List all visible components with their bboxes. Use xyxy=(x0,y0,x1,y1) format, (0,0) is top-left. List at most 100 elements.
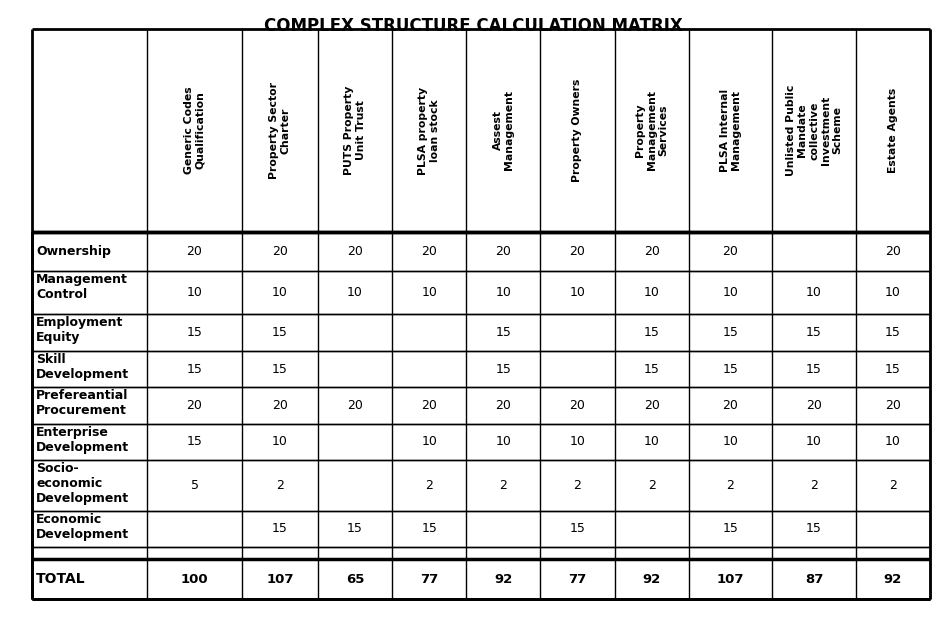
Text: 15: 15 xyxy=(186,363,202,376)
Text: 100: 100 xyxy=(181,573,208,586)
Text: 10: 10 xyxy=(347,286,363,299)
Text: 2: 2 xyxy=(889,479,897,492)
Text: Prefereantial
Procurement: Prefereantial Procurement xyxy=(36,389,129,417)
Text: 15: 15 xyxy=(496,363,511,376)
Bar xyxy=(32,271,930,315)
Text: Estate Agents: Estate Agents xyxy=(888,88,898,173)
Text: 15: 15 xyxy=(723,363,739,376)
Text: 92: 92 xyxy=(642,573,660,586)
Text: 77: 77 xyxy=(420,573,438,586)
Text: 20: 20 xyxy=(569,245,586,258)
Text: 20: 20 xyxy=(347,399,363,412)
Text: Unlisted Public
Mandate
collective
Investment
Scheme: Unlisted Public Mandate collective Inves… xyxy=(786,85,842,176)
Text: 20: 20 xyxy=(643,245,659,258)
Text: 2: 2 xyxy=(426,479,433,492)
Text: Management
Control: Management Control xyxy=(36,273,128,301)
Text: COMPLEX STRUCTURE CALCULATION MATRIX: COMPLEX STRUCTURE CALCULATION MATRIX xyxy=(264,17,682,35)
Bar xyxy=(32,29,930,232)
Text: 10: 10 xyxy=(806,286,822,299)
Text: 15: 15 xyxy=(885,363,901,376)
Text: 15: 15 xyxy=(186,326,202,339)
Text: Property Sector
Charter: Property Sector Charter xyxy=(270,82,290,179)
Text: 20: 20 xyxy=(186,399,202,412)
Text: 10: 10 xyxy=(643,286,659,299)
Text: 10: 10 xyxy=(272,286,288,299)
Text: 15: 15 xyxy=(885,326,901,339)
Text: 15: 15 xyxy=(272,326,288,339)
Text: Enterprise
Development: Enterprise Development xyxy=(36,426,129,453)
Text: 15: 15 xyxy=(643,363,659,376)
Text: 92: 92 xyxy=(884,573,902,586)
Text: PLSA Internal
Management: PLSA Internal Management xyxy=(720,89,742,172)
Text: 20: 20 xyxy=(272,245,288,258)
Text: 2: 2 xyxy=(810,479,818,492)
Text: 15: 15 xyxy=(347,522,363,535)
Text: 2: 2 xyxy=(276,479,284,492)
Text: 5: 5 xyxy=(190,479,199,492)
Text: 77: 77 xyxy=(569,573,587,586)
Text: 10: 10 xyxy=(496,436,511,449)
Text: 10: 10 xyxy=(272,436,288,449)
Text: 10: 10 xyxy=(723,286,739,299)
Text: PUTS Property
Unit Trust: PUTS Property Unit Trust xyxy=(344,86,366,175)
Bar xyxy=(32,315,930,351)
Text: 2: 2 xyxy=(727,479,734,492)
Bar xyxy=(32,387,930,424)
Text: 20: 20 xyxy=(421,399,437,412)
Text: TOTAL: TOTAL xyxy=(36,572,86,586)
Text: Property Owners: Property Owners xyxy=(572,79,583,182)
Text: 10: 10 xyxy=(421,286,437,299)
Text: 15: 15 xyxy=(643,326,659,339)
Text: 15: 15 xyxy=(806,326,822,339)
Text: Skill
Development: Skill Development xyxy=(36,353,129,381)
Text: 15: 15 xyxy=(806,363,822,376)
Text: 107: 107 xyxy=(266,573,294,586)
Text: 10: 10 xyxy=(643,436,659,449)
Text: 20: 20 xyxy=(496,245,511,258)
Text: 10: 10 xyxy=(723,436,739,449)
Text: 15: 15 xyxy=(723,522,739,535)
Text: 20: 20 xyxy=(421,245,437,258)
Text: 15: 15 xyxy=(421,522,437,535)
Text: 2: 2 xyxy=(648,479,656,492)
Bar xyxy=(32,510,930,547)
Text: Economic
Development: Economic Development xyxy=(36,513,129,540)
Text: 20: 20 xyxy=(496,399,511,412)
Text: 10: 10 xyxy=(186,286,202,299)
Text: 15: 15 xyxy=(272,363,288,376)
Text: 65: 65 xyxy=(346,573,364,586)
Text: 15: 15 xyxy=(496,326,511,339)
Text: Socio-
economic
Development: Socio- economic Development xyxy=(36,462,129,505)
Text: 20: 20 xyxy=(186,245,202,258)
Bar xyxy=(32,232,930,271)
Text: 10: 10 xyxy=(885,286,901,299)
Text: Assest
Management: Assest Management xyxy=(493,91,514,170)
Text: 20: 20 xyxy=(569,399,586,412)
Text: 15: 15 xyxy=(723,326,739,339)
Text: 15: 15 xyxy=(569,522,586,535)
Text: PLSA property
loan stock: PLSA property loan stock xyxy=(418,86,440,175)
Text: 20: 20 xyxy=(347,245,363,258)
Text: Property
Management
Services: Property Management Services xyxy=(635,91,668,170)
Bar xyxy=(32,424,930,460)
Text: 2: 2 xyxy=(499,479,507,492)
Text: 20: 20 xyxy=(885,245,901,258)
Text: 20: 20 xyxy=(643,399,659,412)
Text: 10: 10 xyxy=(421,436,437,449)
Text: 10: 10 xyxy=(569,436,586,449)
Bar xyxy=(32,351,930,387)
Text: 10: 10 xyxy=(569,286,586,299)
Text: 87: 87 xyxy=(805,573,823,586)
Text: 20: 20 xyxy=(723,245,739,258)
Bar xyxy=(32,559,930,599)
Text: 92: 92 xyxy=(494,573,513,586)
Bar xyxy=(32,460,930,510)
Bar xyxy=(32,547,930,559)
Text: 15: 15 xyxy=(272,522,288,535)
Text: 20: 20 xyxy=(272,399,288,412)
Text: 10: 10 xyxy=(496,286,511,299)
Text: 15: 15 xyxy=(186,436,202,449)
Text: 20: 20 xyxy=(806,399,822,412)
Text: 2: 2 xyxy=(573,479,582,492)
Text: Ownership: Ownership xyxy=(36,245,111,258)
